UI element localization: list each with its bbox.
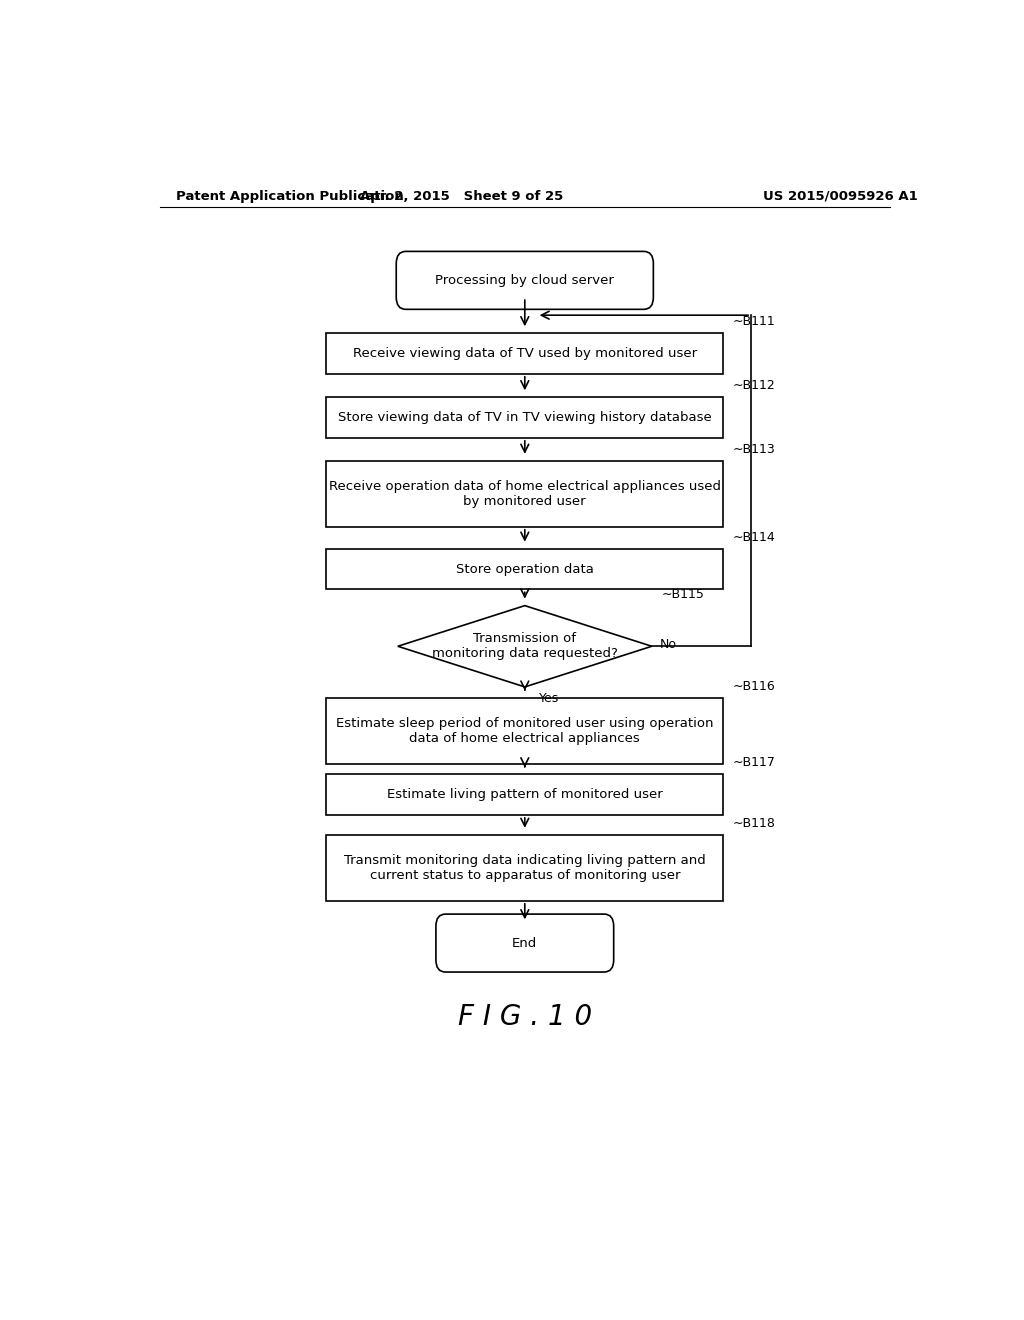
- Text: ∼B117: ∼B117: [733, 756, 775, 770]
- Text: No: No: [659, 638, 677, 651]
- Bar: [327, 834, 723, 900]
- Text: Receive viewing data of TV used by monitored user: Receive viewing data of TV used by monit…: [352, 347, 697, 360]
- Text: Store operation data: Store operation data: [456, 562, 594, 576]
- Text: ∼B115: ∼B115: [662, 587, 705, 601]
- Text: ∼B112: ∼B112: [733, 379, 775, 392]
- Text: End: End: [512, 937, 538, 949]
- Text: Apr. 2, 2015   Sheet 9 of 25: Apr. 2, 2015 Sheet 9 of 25: [359, 190, 563, 202]
- Text: Estimate living pattern of monitored user: Estimate living pattern of monitored use…: [387, 788, 663, 801]
- Text: Transmit monitoring data indicating living pattern and
current status to apparat: Transmit monitoring data indicating livi…: [344, 854, 706, 882]
- Text: ∼B116: ∼B116: [733, 680, 775, 693]
- Text: Store viewing data of TV in TV viewing history database: Store viewing data of TV in TV viewing h…: [338, 411, 712, 424]
- Text: ∼B111: ∼B111: [733, 315, 775, 329]
- Text: F I G . 1 0: F I G . 1 0: [458, 1003, 592, 1031]
- Text: Yes: Yes: [539, 692, 559, 705]
- FancyBboxPatch shape: [396, 251, 653, 309]
- Polygon shape: [397, 606, 652, 686]
- FancyBboxPatch shape: [436, 913, 613, 972]
- Text: Processing by cloud server: Processing by cloud server: [435, 273, 614, 286]
- Text: ∼B114: ∼B114: [733, 531, 775, 544]
- Bar: [327, 397, 723, 438]
- Text: ∼B118: ∼B118: [733, 817, 775, 830]
- Bar: [327, 549, 723, 589]
- Text: Transmission of
monitoring data requested?: Transmission of monitoring data requeste…: [432, 632, 617, 660]
- Bar: [327, 461, 723, 527]
- Text: Estimate sleep period of monitored user using operation
data of home electrical : Estimate sleep period of monitored user …: [336, 717, 714, 744]
- Text: Receive operation data of home electrical appliances used
by monitored user: Receive operation data of home electrica…: [329, 479, 721, 508]
- Text: ∼B113: ∼B113: [733, 442, 775, 455]
- Text: US 2015/0095926 A1: US 2015/0095926 A1: [763, 190, 918, 202]
- Bar: [327, 333, 723, 374]
- Bar: [327, 697, 723, 764]
- Bar: [327, 775, 723, 814]
- Text: Patent Application Publication: Patent Application Publication: [176, 190, 403, 202]
